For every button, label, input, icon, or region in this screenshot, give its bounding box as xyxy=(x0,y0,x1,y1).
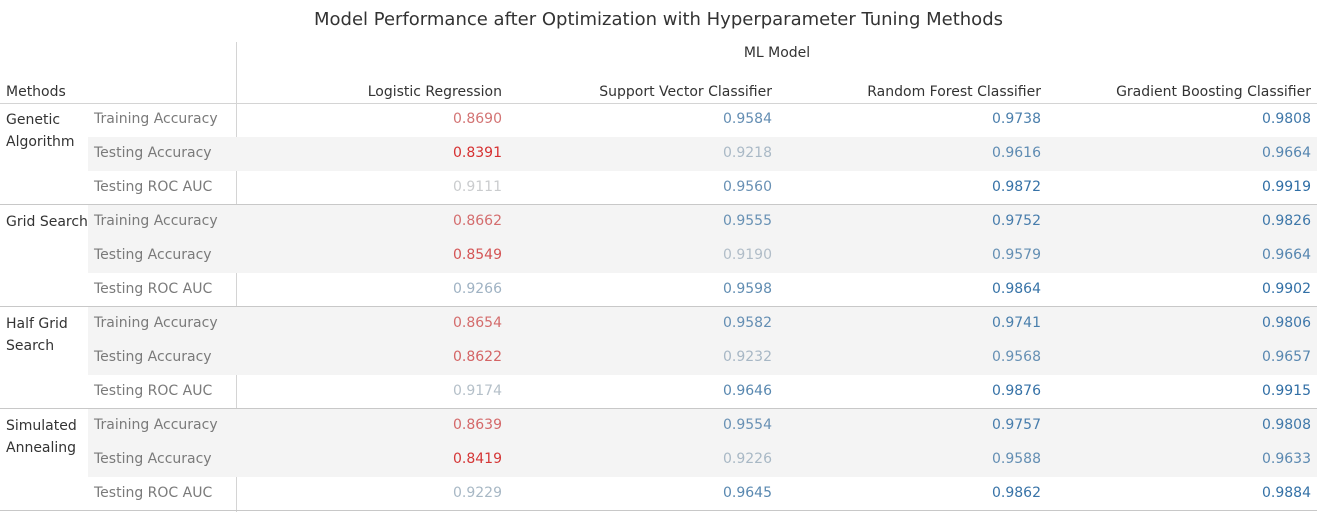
method-group: Half Grid Search Training Accuracy 0.8654 0… xyxy=(0,307,1317,409)
table-row: Training Accuracy 0.8654 0.9582 0.9741 0.980… xyxy=(88,307,1317,341)
value-cell: 0.8690 xyxy=(453,111,502,127)
value-cell: 0.9568 xyxy=(992,349,1041,365)
column-header-support-vector-classifier: Support Vector Classifier xyxy=(599,84,772,100)
table-row: Testing ROC AUC 0.9111 0.9560 0.9872 0.9919 xyxy=(88,171,1317,205)
value-cell: 0.8419 xyxy=(453,451,502,467)
value-cell: 0.9902 xyxy=(1262,281,1311,297)
value-cell: 0.9872 xyxy=(992,179,1041,195)
metric-label: Testing Accuracy xyxy=(94,349,212,365)
value-cell: 0.9582 xyxy=(723,315,772,331)
table-row: Testing ROC AUC 0.9229 0.9645 0.9862 0.9884 xyxy=(88,477,1317,511)
value-cell: 0.9808 xyxy=(1262,417,1311,433)
methods-header: Methods xyxy=(6,84,66,100)
value-cell: 0.9218 xyxy=(723,145,772,161)
value-cell: 0.9633 xyxy=(1262,451,1311,467)
value-cell: 0.9560 xyxy=(723,179,772,195)
column-header-logistic-regression: Logistic Regression xyxy=(367,84,502,100)
metric-label: Training Accuracy xyxy=(94,111,218,127)
column-header-gradient-boosting-classifier: Gradient Boosting Classifier xyxy=(1116,84,1311,100)
value-cell: 0.9919 xyxy=(1262,179,1311,195)
metric-label: Training Accuracy xyxy=(94,315,218,331)
value-cell: 0.9646 xyxy=(723,383,772,399)
value-cell: 0.9111 xyxy=(453,179,502,195)
value-cell: 0.9616 xyxy=(992,145,1041,161)
value-cell: 0.9588 xyxy=(992,451,1041,467)
table-row: Testing ROC AUC 0.9174 0.9646 0.9876 0.9915 xyxy=(88,375,1317,409)
method-label: Half Grid Search xyxy=(6,316,68,354)
method-group: Simulated Annealing Training Accuracy 0.86… xyxy=(0,409,1317,511)
value-cell: 0.9757 xyxy=(992,417,1041,433)
value-cell: 0.9229 xyxy=(453,485,502,501)
value-cell: 0.9226 xyxy=(723,451,772,467)
metric-label: Training Accuracy xyxy=(94,417,218,433)
value-cell: 0.8391 xyxy=(453,145,502,161)
header-divider xyxy=(0,103,1317,104)
metric-label: Testing ROC AUC xyxy=(94,179,213,195)
value-cell: 0.9584 xyxy=(723,111,772,127)
value-cell: 0.9645 xyxy=(723,485,772,501)
table-row: Training Accuracy 0.8639 0.9554 0.9757 0.980… xyxy=(88,409,1317,443)
value-cell: 0.9884 xyxy=(1262,485,1311,501)
value-cell: 0.9862 xyxy=(992,485,1041,501)
value-cell: 0.9598 xyxy=(723,281,772,297)
table-body: Genetic Algorithm Training Accuracy 0.8690… xyxy=(0,103,1317,511)
value-cell: 0.9579 xyxy=(992,247,1041,263)
table-row: Testing Accuracy 0.8391 0.9218 0.9616 0.9664 xyxy=(88,137,1317,171)
value-cell: 0.9741 xyxy=(992,315,1041,331)
value-cell: 0.9190 xyxy=(723,247,772,263)
group-header: ML Model xyxy=(743,45,811,61)
value-cell: 0.9555 xyxy=(723,213,772,229)
chart-title: Model Performance after Optimization wit… xyxy=(314,9,1003,30)
value-cell: 0.9554 xyxy=(723,417,772,433)
value-cell: 0.9915 xyxy=(1262,383,1311,399)
value-cell: 0.9232 xyxy=(723,349,772,365)
method-label: Grid Search xyxy=(6,214,88,230)
table-row: Testing Accuracy 0.8549 0.9190 0.9579 0.9664 xyxy=(88,239,1317,273)
value-cell: 0.9876 xyxy=(992,383,1041,399)
method-label: Genetic Algorithm xyxy=(6,112,75,150)
value-cell: 0.9664 xyxy=(1262,145,1311,161)
value-cell: 0.9174 xyxy=(453,383,502,399)
value-cell: 0.9266 xyxy=(453,281,502,297)
value-cell: 0.8549 xyxy=(453,247,502,263)
metric-label: Testing Accuracy xyxy=(94,451,212,467)
table-row: Training Accuracy 0.8690 0.9584 0.9738 0.980… xyxy=(88,103,1317,137)
table-row: Training Accuracy 0.8662 0.9555 0.9752 0.982… xyxy=(88,205,1317,239)
value-cell: 0.9806 xyxy=(1262,315,1311,331)
table-row: Testing ROC AUC 0.9266 0.9598 0.9864 0.9902 xyxy=(88,273,1317,307)
table-row: Testing Accuracy 0.8419 0.9226 0.9588 0.9633 xyxy=(88,443,1317,477)
metric-label: Testing ROC AUC xyxy=(94,485,213,501)
table-row: Testing Accuracy 0.8622 0.9232 0.9568 0.9657 xyxy=(88,341,1317,375)
metric-label: Testing ROC AUC xyxy=(94,281,213,297)
value-cell: 0.9864 xyxy=(992,281,1041,297)
value-cell: 0.9657 xyxy=(1262,349,1311,365)
value-cell: 0.9738 xyxy=(992,111,1041,127)
value-cell: 0.8622 xyxy=(453,349,502,365)
metric-label: Testing Accuracy xyxy=(94,145,212,161)
method-group: Genetic Algorithm Training Accuracy 0.8690… xyxy=(0,103,1317,205)
metric-label: Training Accuracy xyxy=(94,213,218,229)
metric-label: Testing Accuracy xyxy=(94,247,212,263)
method-label: Simulated Annealing xyxy=(6,418,77,456)
value-cell: 0.9808 xyxy=(1262,111,1311,127)
metric-label: Testing ROC AUC xyxy=(94,383,213,399)
value-cell: 0.8639 xyxy=(453,417,502,433)
value-cell: 0.9826 xyxy=(1262,213,1311,229)
column-divider xyxy=(236,42,237,512)
value-cell: 0.8654 xyxy=(453,315,502,331)
value-cell: 0.9664 xyxy=(1262,247,1311,263)
value-cell: 0.9752 xyxy=(992,213,1041,229)
method-group: Grid Search Training Accuracy 0.8662 0.9555… xyxy=(0,205,1317,307)
value-cell: 0.8662 xyxy=(453,213,502,229)
column-header-random-forest-classifier: Random Forest Classifier xyxy=(867,84,1041,100)
